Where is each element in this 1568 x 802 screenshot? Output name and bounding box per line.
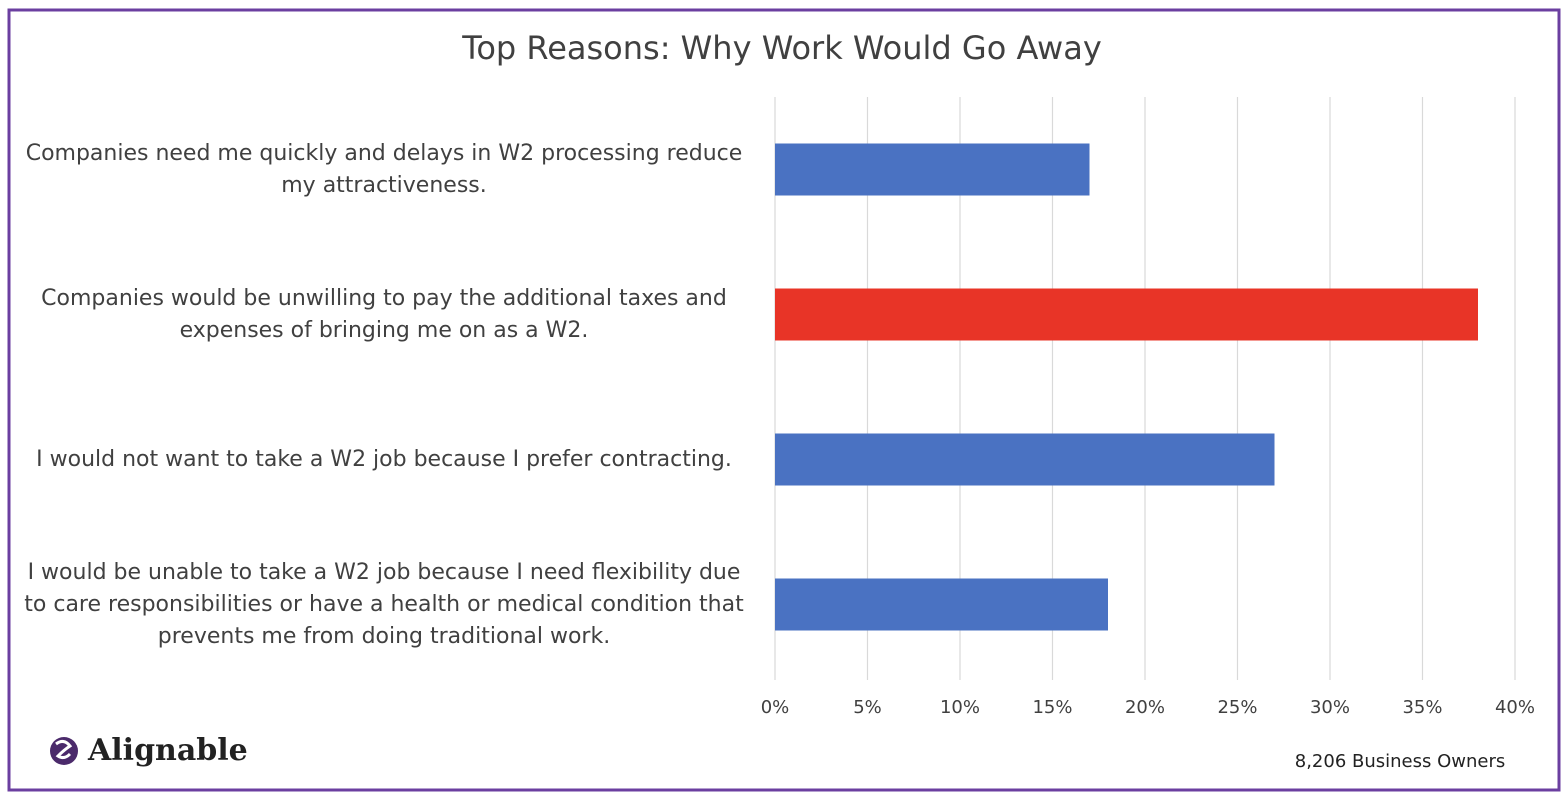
note: 8,206 Business Owners	[1295, 751, 1506, 772]
bar	[775, 143, 1090, 196]
x-tick-label: 30%	[1310, 697, 1350, 718]
chart-title: Top Reasons: Why Work Would Go Away	[461, 29, 1102, 67]
bar	[775, 288, 1478, 341]
logo-text: Alignable	[87, 733, 248, 768]
x-tick-label: 35%	[1402, 697, 1442, 718]
frame	[7, 8, 1561, 792]
y-tick-label: Companies would be unwilling to pay the …	[41, 285, 727, 343]
x-tick-label: 40%	[1495, 697, 1535, 718]
x-tick-label: 10%	[940, 697, 980, 718]
x-tick-label: 15%	[1032, 697, 1072, 718]
x-tick-label: 20%	[1125, 697, 1165, 718]
y-tick-label: I would be unable to take a W2 job becau…	[24, 559, 744, 649]
y-tick-label: Companies need me quickly and delays in …	[25, 140, 743, 198]
bar	[775, 578, 1108, 631]
bar	[775, 433, 1275, 486]
y-tick-label: I would not want to take a W2 job becaus…	[36, 446, 732, 472]
x-tick-label: 0%	[761, 697, 790, 718]
x-tick-label: 5%	[853, 697, 882, 718]
x-tick-label: 25%	[1217, 697, 1257, 718]
logo-icon	[50, 737, 78, 765]
